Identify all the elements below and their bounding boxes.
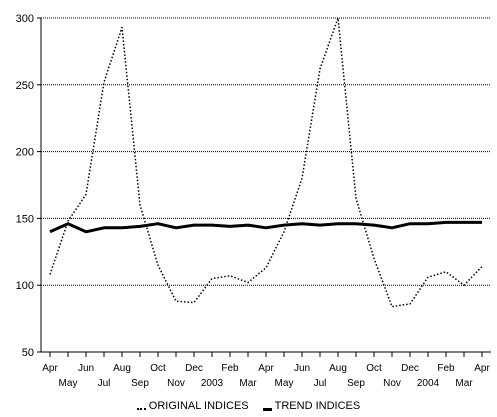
- x-tick-label-24: Apr: [474, 363, 490, 374]
- x-tick-labels: AprMayJunJulAugSepOctNovDec2003FebMarApr…: [42, 352, 490, 389]
- x-tick-label-12: Apr: [258, 363, 274, 374]
- legend-swatch-original: [136, 408, 146, 410]
- x-tick-label-6: Oct: [150, 363, 166, 374]
- y-tick-label-150: 150: [16, 213, 34, 225]
- x-tick-label-22: Feb: [437, 363, 455, 374]
- x-tick-label-13: May: [275, 378, 294, 389]
- x-tick-label-18: Oct: [366, 363, 382, 374]
- y-tick-label-200: 200: [16, 147, 34, 159]
- y-tick-label-300: 300: [16, 13, 34, 25]
- legend-label-trend: TREND INDICES: [274, 400, 361, 412]
- x-tick-label-7: Nov: [167, 378, 185, 389]
- x-tick-label-20: Dec: [401, 363, 419, 374]
- legend-item-original: ORIGINAL INDICES: [136, 400, 249, 412]
- x-tick-label-2: Jun: [78, 363, 94, 374]
- x-tick-label-11: Mar: [239, 378, 257, 389]
- axes: [40, 18, 491, 353]
- legend-label-original: ORIGINAL INDICES: [148, 400, 249, 412]
- x-tick-label-5: Sep: [131, 378, 149, 389]
- x-tick-label-15: Jul: [314, 378, 327, 389]
- x-tick-label-10: Feb: [221, 363, 239, 374]
- series-line-original: [49, 17, 483, 308]
- y-tick-label-50: 50: [22, 347, 34, 359]
- series-line-trend: [49, 220, 482, 234]
- x-tick-label-14: Jun: [294, 363, 310, 374]
- legend: ORIGINAL INDICES TREND INDICES: [0, 398, 497, 414]
- legend-swatch-trend: [262, 407, 272, 411]
- series-lines: [49, 17, 483, 308]
- legend-item-trend: TREND INDICES: [262, 400, 361, 412]
- x-tick-label-21: 2004: [417, 378, 440, 389]
- x-tick-label-3: Jul: [98, 378, 111, 389]
- x-tick-label-16: Aug: [329, 363, 347, 374]
- x-tick-label-17: Sep: [347, 378, 365, 389]
- gridlines: [37, 17, 491, 353]
- y-tick-label-100: 100: [16, 280, 34, 292]
- x-tick-label-8: Dec: [185, 363, 203, 374]
- x-tick-label-1: May: [59, 378, 78, 389]
- x-tick-label-19: Nov: [383, 378, 401, 389]
- x-tick-label-9: 2003: [201, 378, 224, 389]
- x-tick-label-23: Mar: [455, 378, 473, 389]
- x-tick-label-4: Aug: [113, 363, 131, 374]
- y-tick-label-250: 250: [16, 80, 34, 92]
- y-tick-labels: 50 100 150 200 250 300: [16, 13, 34, 359]
- x-tick-label-0: Apr: [42, 363, 58, 374]
